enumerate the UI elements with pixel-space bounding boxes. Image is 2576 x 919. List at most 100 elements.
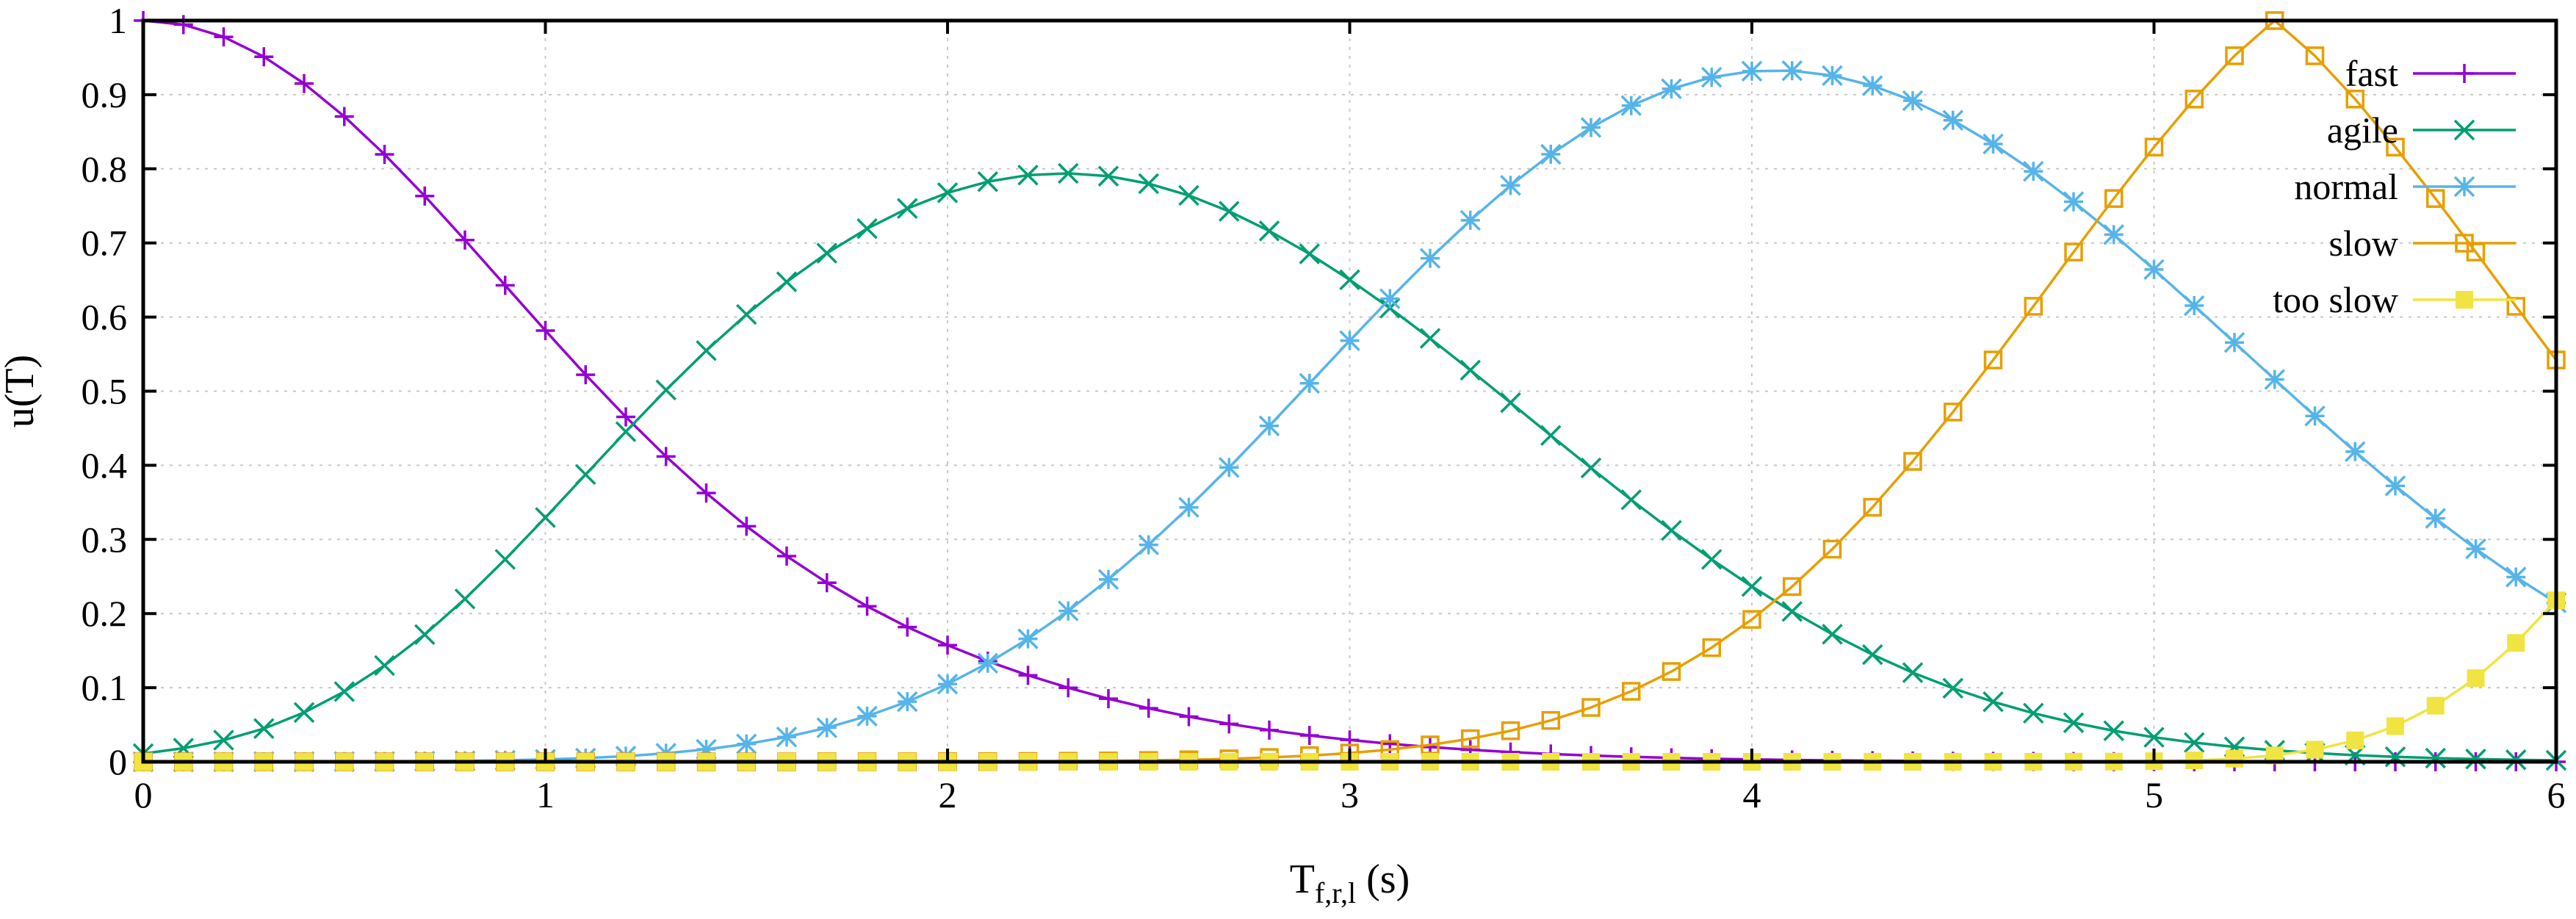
- data-point-slow: [1944, 403, 1963, 422]
- data-point-fast: [1219, 714, 1239, 734]
- y-tick-label: 0.1: [82, 667, 128, 708]
- data-point-agile: [1258, 220, 1280, 242]
- y-tick-label: 0.5: [82, 371, 128, 412]
- data-point-too-slow: [2226, 749, 2243, 768]
- data-point-agile: [1299, 243, 1320, 264]
- data-point-slow: [1983, 350, 2003, 370]
- data-point-fast: [576, 365, 596, 385]
- data-point-slow: [2144, 137, 2164, 156]
- x-tick-label: 3: [1341, 774, 1359, 815]
- data-point-fast: [696, 483, 716, 503]
- data-point-agile: [1097, 165, 1119, 187]
- data-point-fast: [415, 186, 435, 206]
- data-point-agile: [1339, 269, 1360, 291]
- data-point-agile: [1781, 601, 1803, 622]
- data-point-fast: [1139, 699, 1158, 718]
- series-layer: [132, 11, 2567, 773]
- data-point-normal: [1661, 78, 1682, 100]
- data-point-fast: [1299, 726, 1319, 746]
- data-point-normal: [1862, 75, 1883, 96]
- data-point-normal: [2103, 224, 2124, 245]
- data-point-normal: [1138, 534, 1159, 555]
- data-point-agile: [736, 303, 757, 325]
- data-point-normal: [2384, 475, 2406, 497]
- x-axis-label-subscript: f,r,l: [1315, 876, 1356, 909]
- data-point-normal: [1017, 628, 1039, 649]
- data-point-normal: [1097, 569, 1119, 591]
- data-point-agile: [1822, 624, 1843, 645]
- data-point-agile: [2425, 747, 2446, 769]
- data-point-too-slow: [2426, 696, 2445, 715]
- data-point-agile: [1862, 644, 1883, 666]
- y-tick-label: 1: [109, 0, 127, 41]
- data-point-normal: [2304, 406, 2326, 427]
- data-point-agile: [2023, 702, 2044, 724]
- data-point-normal: [1058, 600, 1079, 621]
- data-point-slow: [2345, 90, 2364, 109]
- x-axis-label-base: T: [1290, 857, 1315, 902]
- data-point-slow: [1903, 452, 1922, 471]
- data-point-slow: [2386, 137, 2405, 156]
- data-point-slow: [1421, 735, 1440, 754]
- data-point-agile: [1580, 457, 1602, 479]
- data-point-slow: [1581, 698, 1601, 717]
- data-point-fast: [1340, 730, 1360, 750]
- data-point-normal: [2425, 508, 2446, 529]
- data-point-normal: [2223, 331, 2245, 353]
- data-point-normal: [1741, 60, 1763, 82]
- data-point-too-slow: [2306, 740, 2324, 759]
- data-point-normal: [1902, 90, 1924, 112]
- data-point-fast: [295, 73, 314, 93]
- data-point-normal: [1781, 60, 1803, 82]
- y-tick-label: 0: [109, 741, 127, 782]
- data-point-normal: [2465, 538, 2486, 560]
- data-point-agile: [454, 588, 476, 610]
- y-tick-label: 0.8: [82, 148, 128, 190]
- data-point-fast: [254, 47, 274, 67]
- data-point-normal: [1620, 95, 1642, 116]
- data-point-fast: [1058, 678, 1078, 698]
- data-point-normal: [937, 674, 959, 695]
- data-point-slow: [1702, 638, 1721, 657]
- data-point-agile: [1741, 576, 1763, 597]
- data-point-agile: [1419, 328, 1441, 349]
- data-point-agile: [856, 217, 878, 239]
- data-point-agile: [977, 171, 998, 192]
- data-point-normal: [1258, 415, 1280, 436]
- grid: [142, 20, 2557, 763]
- data-point-fast: [214, 27, 234, 47]
- data-point-agile: [213, 729, 234, 751]
- data-point-normal: [1339, 330, 1360, 352]
- data-point-normal: [1178, 497, 1199, 518]
- x-tick-label: 6: [2547, 774, 2566, 815]
- data-point-agile: [816, 242, 837, 264]
- data-point-fast: [1018, 666, 1038, 685]
- x-tick-label: 1: [536, 774, 555, 815]
- data-point-agile: [1661, 519, 1682, 541]
- data-point-normal: [1219, 457, 1240, 478]
- data-point-slow: [2305, 46, 2325, 65]
- data-point-agile: [2063, 712, 2085, 734]
- data-point-fast: [616, 407, 635, 427]
- data-point-slow: [1783, 577, 1802, 597]
- y-tick-label: 0.2: [82, 593, 128, 634]
- data-point-agile: [696, 339, 717, 361]
- data-point-slow: [1742, 610, 1761, 629]
- data-point-normal: [1580, 117, 1602, 138]
- data-point-normal: [2184, 295, 2205, 317]
- data-point-agile: [1017, 165, 1039, 186]
- data-point-slow: [2104, 189, 2124, 209]
- data-point-agile: [1540, 425, 1562, 446]
- data-point-fast: [455, 230, 475, 250]
- y-tick-label: 0.4: [82, 444, 128, 486]
- data-point-fast: [535, 320, 555, 340]
- x-axis-label-suffix: (s): [1356, 857, 1410, 902]
- data-point-agile: [1058, 162, 1079, 184]
- data-point-too-slow: [2265, 746, 2284, 765]
- data-point-agile: [1460, 359, 1481, 381]
- data-point-too-slow: [2346, 731, 2364, 749]
- data-point-agile: [897, 198, 918, 220]
- data-point-agile: [1500, 392, 1521, 414]
- legend-marker-slow: [2455, 234, 2474, 253]
- x-tick-label: 0: [134, 774, 153, 815]
